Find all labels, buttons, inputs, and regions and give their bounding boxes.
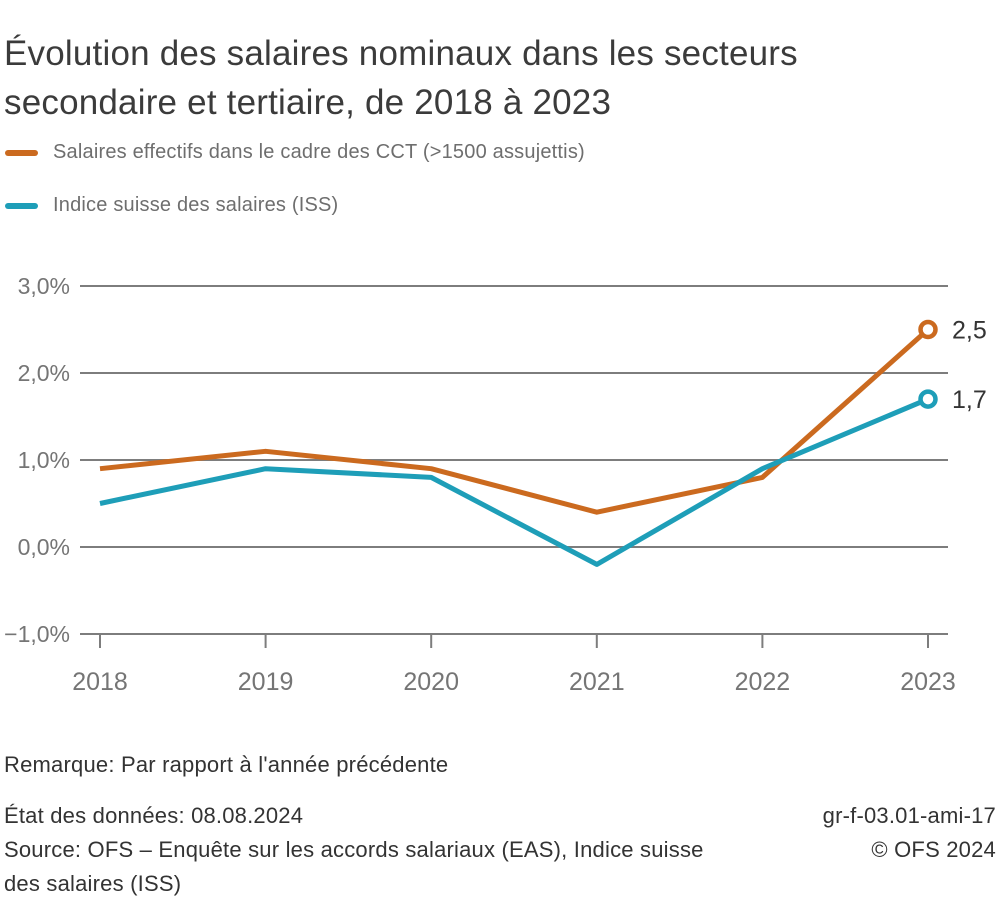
x-tick-label: 2023 <box>900 668 956 696</box>
end-value-label: 1,7 <box>952 386 987 414</box>
legend-item-cct: Salaires effectifs dans le cadre des CCT… <box>5 140 585 165</box>
iss-line-swatch-icon <box>5 202 38 209</box>
series-line <box>99 327 930 515</box>
footer-left: État des données: 08.08.2024 Source: OFS… <box>4 799 704 898</box>
y-tick-label: 1,0% <box>18 447 70 473</box>
legend-item-iss: Indice suisse des salaires (ISS) <box>5 193 585 218</box>
chart-remark: Remarque: Par rapport à l'année précéden… <box>4 752 449 777</box>
footer-right: gr-f-03.01-ami-17 © OFS 2024 <box>823 799 996 867</box>
copyright: © OFS 2024 <box>871 837 996 862</box>
y-tick-label: 2,0% <box>18 360 70 386</box>
legend-label-cct: Salaires effectifs dans le cadre des CCT… <box>53 141 585 163</box>
cct-line-swatch-icon <box>5 149 38 156</box>
x-tick-label: 2020 <box>403 668 459 696</box>
chart-legend: Salaires effectifs dans le cadre des CCT… <box>5 140 585 246</box>
chart-title: Évolution des salaires nominaux dans les… <box>4 34 798 123</box>
end-marker-icon <box>918 319 938 340</box>
legend-label-iss: Indice suisse des salaires (ISS) <box>53 194 339 216</box>
chart-footer: État des données: 08.08.2024 Source: OFS… <box>4 799 996 898</box>
end-value-label: 2,5 <box>952 317 987 345</box>
series-line <box>99 396 929 567</box>
x-tick-label: 2018 <box>72 668 128 696</box>
x-tick-label: 2022 <box>735 668 791 696</box>
y-tick-label: −1,0% <box>4 621 70 647</box>
data-state: État des données: 08.08.2024 <box>4 803 304 828</box>
end-marker-icon <box>918 389 938 409</box>
figure-code: gr-f-03.01-ami-17 <box>822 803 996 828</box>
line-chart-svg: 3,0% 2,0% 1,0% 0,0% −1,0%2018 2019 2020 2021 202… <box>4 273 987 696</box>
line-chart: 3,0% 2,0% 1,0% 0,0% −1,0% 2018 2019 2020 2021 202… <box>0 250 1004 700</box>
y-tick-label: 3,0% <box>18 273 70 299</box>
x-tick-label: 2021 <box>569 668 625 696</box>
y-tick-label: 0,0% <box>18 534 70 560</box>
source: Source: OFS – Enquête sur les accords sa… <box>4 837 704 896</box>
x-tick-label: 2019 <box>238 668 294 696</box>
